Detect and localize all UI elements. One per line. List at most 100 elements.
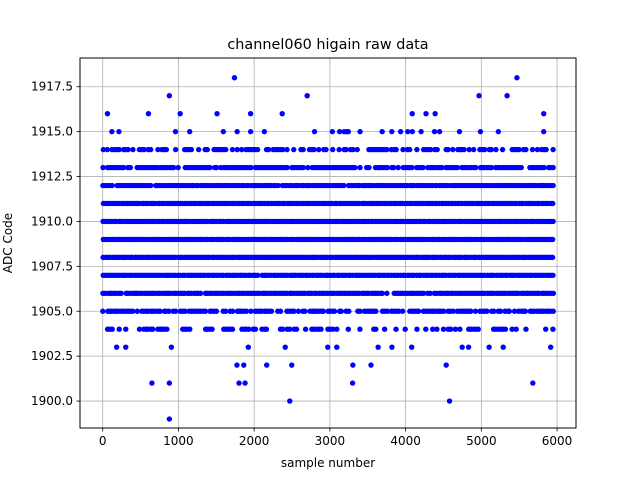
data-point — [381, 326, 388, 332]
data-point — [534, 146, 541, 153]
data-point — [329, 128, 336, 135]
data-point — [222, 308, 229, 314]
data-point — [491, 308, 497, 314]
x-tick-label: 4000 — [390, 434, 421, 448]
data-point — [375, 344, 381, 350]
data-point — [247, 110, 254, 117]
data-point — [287, 398, 293, 404]
data-point — [234, 146, 240, 153]
plot-frame — [79, 57, 577, 429]
data-point — [402, 326, 408, 332]
data-point — [389, 344, 395, 350]
data-point — [268, 308, 275, 314]
y-tick-label: 1910.0 — [31, 214, 73, 228]
data-point — [522, 308, 529, 314]
data-point — [423, 110, 429, 117]
data-point — [261, 128, 268, 135]
data-point — [318, 326, 324, 332]
data-point — [172, 146, 179, 153]
data-point — [130, 146, 136, 153]
data-point — [384, 164, 391, 171]
data-point — [282, 344, 288, 350]
data-point — [209, 326, 215, 332]
data-point — [407, 146, 413, 153]
data-point — [187, 326, 193, 332]
data-point — [488, 146, 495, 153]
data-point — [499, 146, 506, 153]
data-point — [502, 326, 509, 332]
data-point — [343, 146, 349, 153]
data-point — [393, 146, 399, 153]
data-point — [220, 128, 226, 135]
data-point — [434, 146, 440, 153]
data-point — [476, 93, 482, 99]
data-point — [109, 128, 115, 135]
data-point — [484, 308, 490, 314]
data-point — [148, 182, 154, 189]
data-point — [123, 326, 129, 332]
data-point — [163, 146, 170, 153]
data-point — [373, 326, 379, 332]
data-point — [252, 326, 259, 332]
data-point — [409, 110, 415, 117]
data-point — [277, 308, 284, 314]
data-point — [125, 146, 131, 153]
x-tick-label: 1000 — [163, 434, 194, 448]
data-point — [443, 362, 449, 368]
data-point — [302, 326, 309, 332]
data-point — [172, 308, 179, 314]
data-point — [400, 146, 406, 153]
data-point — [497, 308, 504, 314]
data-point — [393, 326, 399, 332]
data-point — [470, 146, 477, 153]
y-tick-label: 1917.5 — [31, 80, 73, 94]
data-point — [100, 146, 107, 153]
data-point — [170, 164, 177, 171]
data-point — [245, 344, 252, 350]
data-point — [547, 344, 554, 350]
data-point — [541, 128, 547, 135]
data-point — [223, 146, 229, 153]
data-point — [323, 146, 329, 153]
data-point — [423, 326, 429, 332]
data-point — [420, 290, 427, 296]
data-point — [186, 128, 193, 135]
data-point — [330, 326, 336, 332]
data-point — [247, 128, 254, 135]
data-point — [157, 308, 163, 314]
data-point — [116, 128, 122, 135]
data-point — [436, 128, 443, 135]
data-point — [495, 128, 502, 135]
data-point — [488, 164, 495, 171]
data-point — [202, 308, 209, 314]
data-point — [415, 308, 422, 314]
data-point — [286, 326, 293, 332]
data-point — [486, 344, 492, 350]
data-point — [357, 326, 363, 332]
data-point — [229, 326, 236, 332]
data-point — [384, 290, 390, 296]
x-tick-label: 2000 — [239, 434, 270, 448]
data-point — [530, 380, 536, 386]
data-point — [182, 308, 188, 314]
data-point — [127, 164, 134, 171]
data-point — [275, 182, 281, 189]
data-point — [541, 110, 547, 117]
data-point — [518, 164, 524, 171]
data-point — [304, 93, 310, 99]
data-point — [234, 128, 240, 135]
data-point — [300, 146, 306, 153]
data-point — [207, 164, 213, 171]
data-point — [368, 362, 374, 368]
data-point — [550, 272, 556, 279]
data-point — [466, 146, 472, 153]
data-point — [431, 128, 438, 135]
data-point — [509, 326, 515, 332]
data-point — [213, 308, 220, 314]
data-point — [414, 326, 420, 332]
data-point — [116, 146, 123, 153]
chart-title: channel060 higain raw data — [227, 37, 428, 53]
data-point — [472, 164, 479, 171]
data-point — [550, 290, 556, 296]
data-point — [379, 290, 385, 296]
